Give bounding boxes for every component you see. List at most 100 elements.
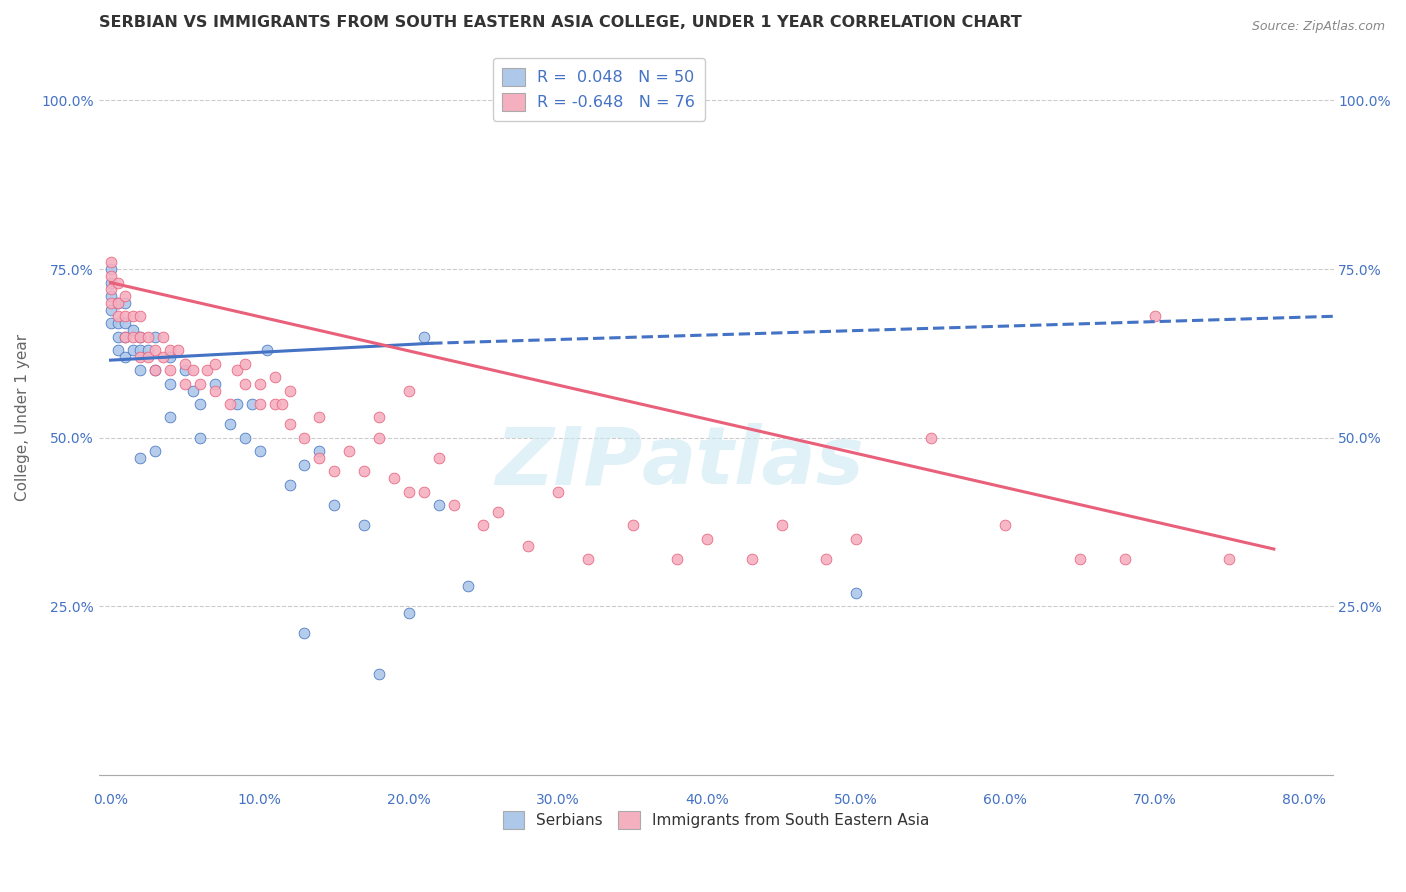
Point — [1143, 310, 1166, 324]
Point — [159, 376, 181, 391]
Point — [337, 444, 360, 458]
Point — [666, 552, 689, 566]
Point — [100, 255, 122, 269]
Point — [204, 376, 226, 391]
Point — [1069, 552, 1091, 566]
Point — [143, 343, 166, 357]
Point — [100, 316, 122, 330]
Point — [129, 363, 152, 377]
Point — [226, 363, 249, 377]
Point — [308, 444, 330, 458]
Point — [576, 552, 599, 566]
Point — [218, 397, 240, 411]
Point — [107, 295, 129, 310]
Text: atlas: atlas — [643, 423, 865, 501]
Point — [107, 329, 129, 343]
Point — [457, 579, 479, 593]
Point — [323, 498, 346, 512]
Point — [249, 397, 271, 411]
Point — [368, 431, 391, 445]
Point — [136, 329, 159, 343]
Point — [100, 276, 122, 290]
Point — [159, 410, 181, 425]
Point — [398, 606, 420, 620]
Point — [308, 450, 330, 465]
Point — [308, 410, 330, 425]
Point — [100, 262, 122, 277]
Point — [122, 329, 145, 343]
Point — [114, 295, 136, 310]
Point — [263, 397, 285, 411]
Point — [353, 518, 375, 533]
Point — [129, 310, 152, 324]
Point — [427, 498, 450, 512]
Point — [1114, 552, 1136, 566]
Point — [278, 478, 301, 492]
Point — [741, 552, 763, 566]
Point — [174, 363, 197, 377]
Point — [114, 350, 136, 364]
Point — [114, 289, 136, 303]
Point — [398, 384, 420, 398]
Point — [188, 431, 211, 445]
Point — [233, 431, 256, 445]
Point — [621, 518, 644, 533]
Point — [181, 363, 204, 377]
Point — [233, 376, 256, 391]
Point — [159, 350, 181, 364]
Point — [197, 363, 219, 377]
Point — [294, 458, 316, 472]
Point — [382, 471, 405, 485]
Point — [188, 397, 211, 411]
Point — [204, 384, 226, 398]
Point — [353, 465, 375, 479]
Point — [188, 376, 211, 391]
Point — [136, 350, 159, 364]
Point — [122, 323, 145, 337]
Point — [204, 357, 226, 371]
Point — [122, 310, 145, 324]
Point — [278, 417, 301, 432]
Y-axis label: College, Under 1 year: College, Under 1 year — [15, 334, 30, 501]
Point — [920, 431, 942, 445]
Point — [472, 518, 495, 533]
Point — [226, 397, 249, 411]
Point — [240, 397, 263, 411]
Point — [815, 552, 838, 566]
Point — [174, 376, 197, 391]
Point — [129, 329, 152, 343]
Point — [143, 329, 166, 343]
Point — [271, 397, 294, 411]
Point — [294, 431, 316, 445]
Point — [100, 289, 122, 303]
Point — [129, 343, 152, 357]
Point — [159, 363, 181, 377]
Point — [143, 444, 166, 458]
Point — [107, 276, 129, 290]
Point — [323, 465, 346, 479]
Point — [100, 302, 122, 317]
Point — [114, 329, 136, 343]
Text: SERBIAN VS IMMIGRANTS FROM SOUTH EASTERN ASIA COLLEGE, UNDER 1 YEAR CORRELATION : SERBIAN VS IMMIGRANTS FROM SOUTH EASTERN… — [98, 15, 1021, 30]
Point — [107, 343, 129, 357]
Point — [517, 539, 540, 553]
Point — [166, 343, 188, 357]
Point — [263, 370, 285, 384]
Point — [368, 666, 391, 681]
Point — [696, 532, 718, 546]
Point — [294, 626, 316, 640]
Point — [845, 586, 868, 600]
Point — [114, 329, 136, 343]
Point — [845, 532, 868, 546]
Point — [547, 484, 569, 499]
Point — [398, 484, 420, 499]
Point — [107, 310, 129, 324]
Point — [129, 350, 152, 364]
Point — [443, 498, 465, 512]
Point — [249, 376, 271, 391]
Point — [122, 343, 145, 357]
Point — [412, 329, 434, 343]
Point — [159, 343, 181, 357]
Point — [486, 505, 509, 519]
Point — [994, 518, 1017, 533]
